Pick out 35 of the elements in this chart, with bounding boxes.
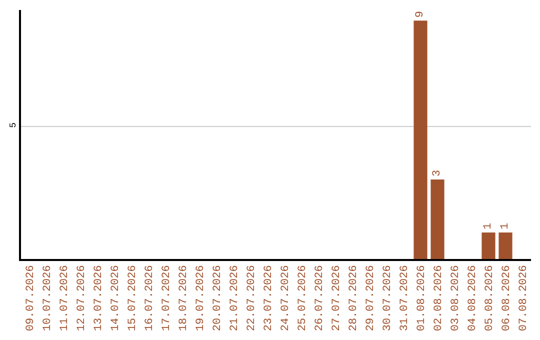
data-label: 9 <box>414 10 426 18</box>
x-tick-label: 23.07.2026 <box>263 265 276 332</box>
x-tick-label: 04.08.2026 <box>467 265 480 332</box>
x-tick-label: 05.08.2026 <box>484 265 496 332</box>
x-tick-label: 29.07.2026 <box>365 265 378 332</box>
x-tick-label: 24.07.2026 <box>280 265 292 332</box>
x-tick-label: 01.08.2026 <box>416 265 428 332</box>
data-label: 1 <box>500 222 512 230</box>
x-tick-label: 27.07.2026 <box>331 265 344 332</box>
x-tick-label: 20.07.2026 <box>212 265 224 332</box>
x-tick-label: 09.07.2026 <box>25 265 38 332</box>
x-tick-label: 02.08.2026 <box>433 265 446 332</box>
x-tick-label: 06.08.2026 <box>501 265 514 332</box>
x-tick-label: 13.07.2026 <box>93 265 106 332</box>
x-tick-label: 16.07.2026 <box>144 265 156 332</box>
x-tick-label: 10.07.2026 <box>42 265 54 332</box>
x-tick-label: 15.07.2026 <box>127 265 140 332</box>
x-tick-label: 19.07.2026 <box>195 265 208 332</box>
x-tick-label: 30.07.2026 <box>382 265 394 332</box>
x-tick-label: 31.07.2026 <box>399 265 412 332</box>
x-tick-label: 18.07.2026 <box>178 265 190 332</box>
x-tick-label: 26.07.2026 <box>314 265 326 332</box>
x-tick-label: 11.07.2026 <box>59 265 72 332</box>
x-tick-label: 21.07.2026 <box>229 265 242 332</box>
x-tick-label: 14.07.2026 <box>110 265 122 332</box>
x-tick-label: 28.07.2026 <box>348 265 360 332</box>
x-tick-label: 12.07.2026 <box>76 265 88 332</box>
y-tick-label: 5 <box>8 122 19 128</box>
x-tick-label: 07.08.2026 <box>518 265 530 332</box>
data-label: 3 <box>432 170 444 177</box>
x-tick-label: 17.07.2026 <box>161 265 174 332</box>
data-label: 1 <box>482 222 494 230</box>
x-tick-label: 22.07.2026 <box>246 265 258 332</box>
x-tick-label: 03.08.2026 <box>450 265 462 332</box>
x-tick-label: 25.07.2026 <box>297 265 310 332</box>
